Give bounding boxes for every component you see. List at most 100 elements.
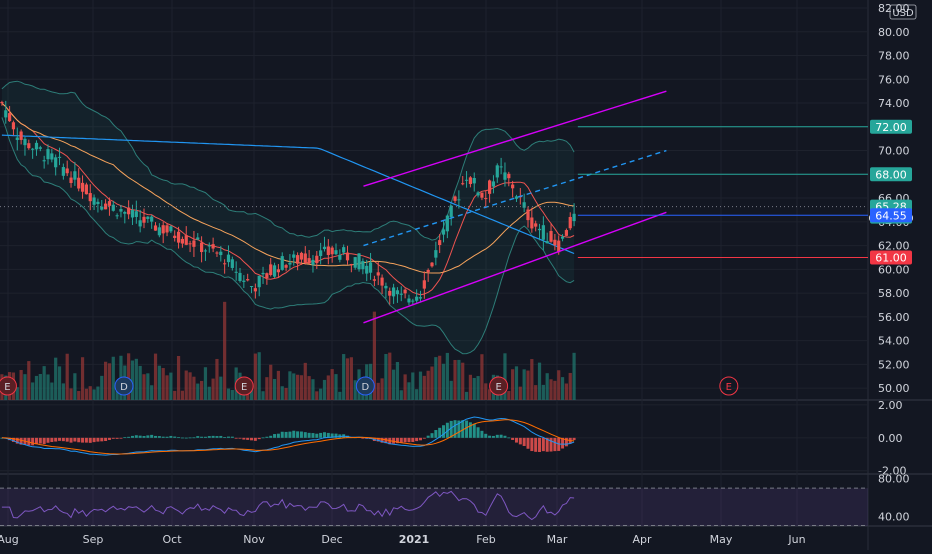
volume-bar	[411, 372, 415, 400]
candle-body	[280, 256, 284, 270]
candle-body	[69, 177, 73, 183]
candle-body	[234, 271, 238, 273]
candle-body	[349, 263, 353, 265]
volume-bar	[92, 389, 96, 400]
volume-bar	[280, 386, 284, 400]
macd-histogram-bar	[411, 437, 415, 442]
candle-body	[96, 201, 100, 205]
price-tag-bg	[870, 167, 912, 182]
candle-body	[522, 202, 526, 208]
volume-bar	[415, 389, 419, 400]
x-tick-label: Aug	[0, 533, 19, 546]
candle-body	[88, 193, 92, 202]
volume-bar	[265, 377, 269, 400]
macd-tick-label: -2.00	[878, 465, 906, 478]
candle-body	[100, 206, 104, 210]
macd-histogram-bar	[42, 437, 46, 445]
candle-body	[372, 279, 376, 281]
earnings-marker	[719, 376, 739, 396]
price-tick-label: 70.00	[878, 145, 910, 158]
candle-body	[207, 245, 211, 247]
x-tick-label: Oct	[162, 533, 182, 546]
candle-body	[165, 225, 169, 233]
volume-bar	[246, 391, 250, 400]
volume-bar	[560, 377, 565, 400]
candle-body	[8, 113, 12, 122]
candle-body	[42, 160, 46, 162]
macd-histogram-bar	[169, 435, 173, 438]
candle-body	[180, 238, 184, 244]
volume-bar	[307, 376, 311, 400]
price-tick-label: 52.00	[878, 358, 910, 371]
volume-bar	[196, 383, 200, 400]
volume-bar	[188, 372, 192, 400]
volume-bar	[292, 373, 296, 400]
candle-body	[261, 272, 265, 275]
macd-histogram-bar	[530, 437, 534, 452]
candle-body	[557, 240, 561, 253]
macd-histogram-bar	[541, 437, 545, 452]
candle-body	[541, 225, 545, 240]
marker-label: E	[241, 382, 247, 393]
macd-histogram-bar	[253, 437, 257, 441]
macd-histogram-bar	[403, 437, 407, 443]
volume-bar	[226, 388, 231, 400]
macd-histogram-bar	[422, 437, 426, 439]
macd-line	[1, 416, 575, 456]
channel-mid-line	[363, 149, 667, 247]
macd-histogram-bar	[134, 435, 138, 438]
macd-histogram-bar	[19, 437, 23, 445]
candle-body	[468, 177, 472, 185]
macd-histogram-bar	[15, 437, 19, 444]
volume-bar	[468, 374, 472, 400]
volume-bar	[380, 378, 384, 400]
macd-histogram-bar	[395, 437, 399, 444]
volume-bar	[31, 382, 35, 400]
volume-bar	[322, 379, 327, 400]
macd-histogram-bar	[219, 435, 223, 438]
bollinger-band-fill	[1, 81, 575, 354]
candle-body	[150, 216, 154, 222]
volume-bar	[488, 389, 492, 400]
candle-body	[365, 265, 369, 274]
candle-body	[361, 261, 365, 270]
price-tick-label: 54.00	[878, 335, 910, 348]
candle-body	[84, 184, 88, 195]
candle-body	[257, 275, 261, 288]
macd-histogram-bar	[234, 437, 238, 439]
macd-histogram-bar	[31, 437, 35, 446]
volume-bar	[476, 376, 480, 400]
candle-body	[511, 184, 515, 189]
candle-body	[438, 240, 442, 246]
candle-body	[445, 215, 449, 232]
volume-bar	[138, 365, 142, 400]
macd-histogram-bar	[514, 437, 518, 443]
candle-body	[299, 252, 304, 260]
candle-body	[380, 277, 384, 286]
macd-histogram-bar	[142, 436, 146, 438]
candle-body	[57, 156, 62, 158]
volume-bar	[461, 362, 465, 400]
candle-body	[249, 286, 254, 288]
volume-bar	[503, 353, 507, 400]
macd-histogram-bar	[261, 437, 265, 439]
volume-bar	[96, 386, 100, 400]
candle-body	[288, 262, 292, 265]
candle-body	[253, 288, 257, 292]
volume-bar	[568, 372, 572, 400]
macd-tick-label: 2.00	[878, 399, 903, 412]
volume-bar	[441, 363, 446, 400]
volume-bar	[549, 379, 553, 400]
dividend-marker	[355, 376, 375, 396]
candle-body	[265, 273, 269, 279]
candle-body	[34, 142, 39, 150]
candle-body	[188, 243, 192, 245]
volume-bar	[353, 380, 357, 400]
macd-histogram-bar	[61, 437, 65, 442]
macd-histogram-bar	[553, 437, 557, 452]
marker-label: E	[4, 382, 10, 393]
macd-histogram-bar	[250, 437, 254, 441]
volume-bar	[434, 357, 438, 400]
x-tick-label: Dec	[321, 533, 342, 546]
